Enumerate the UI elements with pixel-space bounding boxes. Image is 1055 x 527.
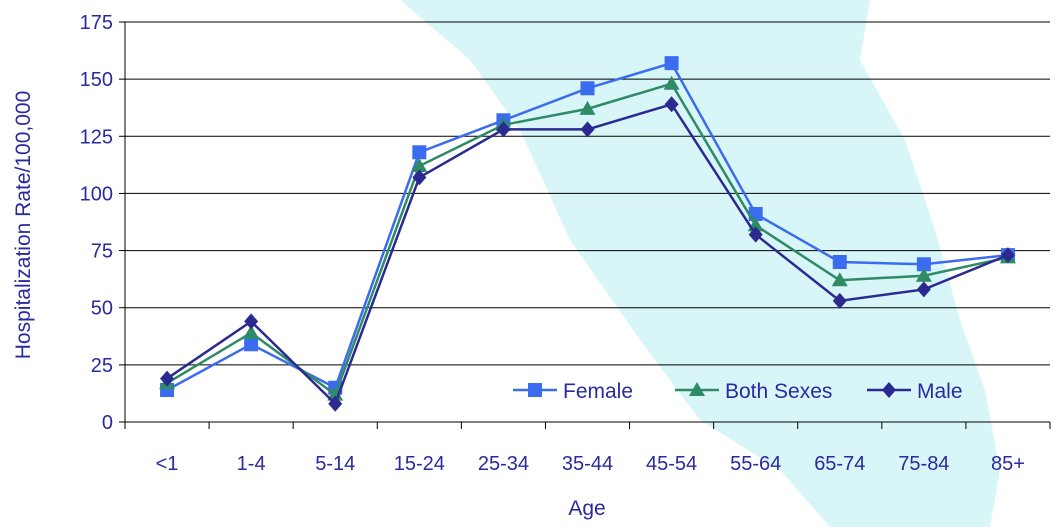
- legend-marker: [882, 382, 896, 398]
- series-male: [160, 96, 1015, 412]
- x-tick-label: 85+: [991, 453, 1025, 475]
- data-point: [664, 56, 679, 71]
- legend-label: Female: [563, 380, 633, 403]
- series-group: [159, 56, 1016, 412]
- legend-label: Male: [917, 380, 963, 403]
- y-tick-label: 0: [102, 412, 113, 434]
- data-point: [831, 272, 848, 287]
- legend-item: Both Sexes: [675, 380, 832, 403]
- y-tick-label: 25: [91, 355, 113, 377]
- data-point: [243, 324, 260, 339]
- data-point: [1000, 247, 1015, 264]
- x-tick-labels: <1 1-4 5-14 15-24 25-34 35-44 45-54 55-64 65-74 7…: [156, 453, 1025, 475]
- x-tick-label: 55-64: [730, 453, 781, 475]
- legend-marker: [689, 382, 705, 396]
- data-point: [580, 121, 595, 138]
- legend-item: Female: [513, 380, 633, 403]
- data-point: [580, 81, 595, 96]
- y-tick-label: 50: [91, 298, 113, 320]
- grid-lines: [119, 21, 1050, 423]
- data-point: [663, 75, 680, 90]
- legend-marker: [528, 383, 542, 397]
- data-point: [244, 313, 259, 330]
- data-point: [915, 267, 932, 282]
- data-point: [160, 370, 175, 387]
- y-tick-label: 75: [91, 241, 113, 263]
- data-point: [832, 292, 847, 309]
- axes: [124, 22, 1051, 429]
- data-point: [327, 386, 344, 401]
- x-tick-label: 75-84: [898, 453, 949, 475]
- x-tick-label: <1: [156, 453, 179, 475]
- y-tick-label: 175: [80, 12, 113, 34]
- y-tick-label: 150: [80, 69, 113, 91]
- data-point: [916, 281, 931, 298]
- legend: Female Both Sexes Male: [513, 380, 963, 403]
- data-point: [916, 257, 931, 272]
- data-point: [412, 145, 427, 160]
- data-point: [411, 158, 428, 172]
- data-point: [244, 337, 259, 352]
- x-axis-title: Age: [568, 497, 605, 520]
- data-point: [832, 255, 847, 269]
- x-tick-label: 25-34: [478, 453, 529, 475]
- data-point: [579, 100, 596, 115]
- x-tick-label: 35-44: [562, 453, 613, 475]
- x-tick-label: 45-54: [646, 453, 697, 475]
- x-tick-label: 5-14: [315, 453, 355, 475]
- data-point: [748, 226, 763, 243]
- data-point: [496, 121, 511, 138]
- y-tick-label: 100: [80, 183, 113, 205]
- data-point: [664, 96, 679, 113]
- y-tick-label: 125: [80, 126, 113, 148]
- legend-item: Male: [867, 380, 963, 403]
- x-tick-label: 1-4: [237, 453, 266, 475]
- x-tick-label: 65-74: [814, 453, 865, 475]
- legend-label: Both Sexes: [725, 380, 832, 403]
- x-tick-label: 15-24: [394, 453, 445, 475]
- data-point: [328, 395, 343, 412]
- y-axis-title: Hospitalization Rate/100,000: [12, 91, 35, 360]
- data-point: [412, 169, 427, 186]
- background-map-shape: [400, 0, 1000, 527]
- y-tick-labels: 0 25 50 75 100 125 150 175: [80, 12, 113, 434]
